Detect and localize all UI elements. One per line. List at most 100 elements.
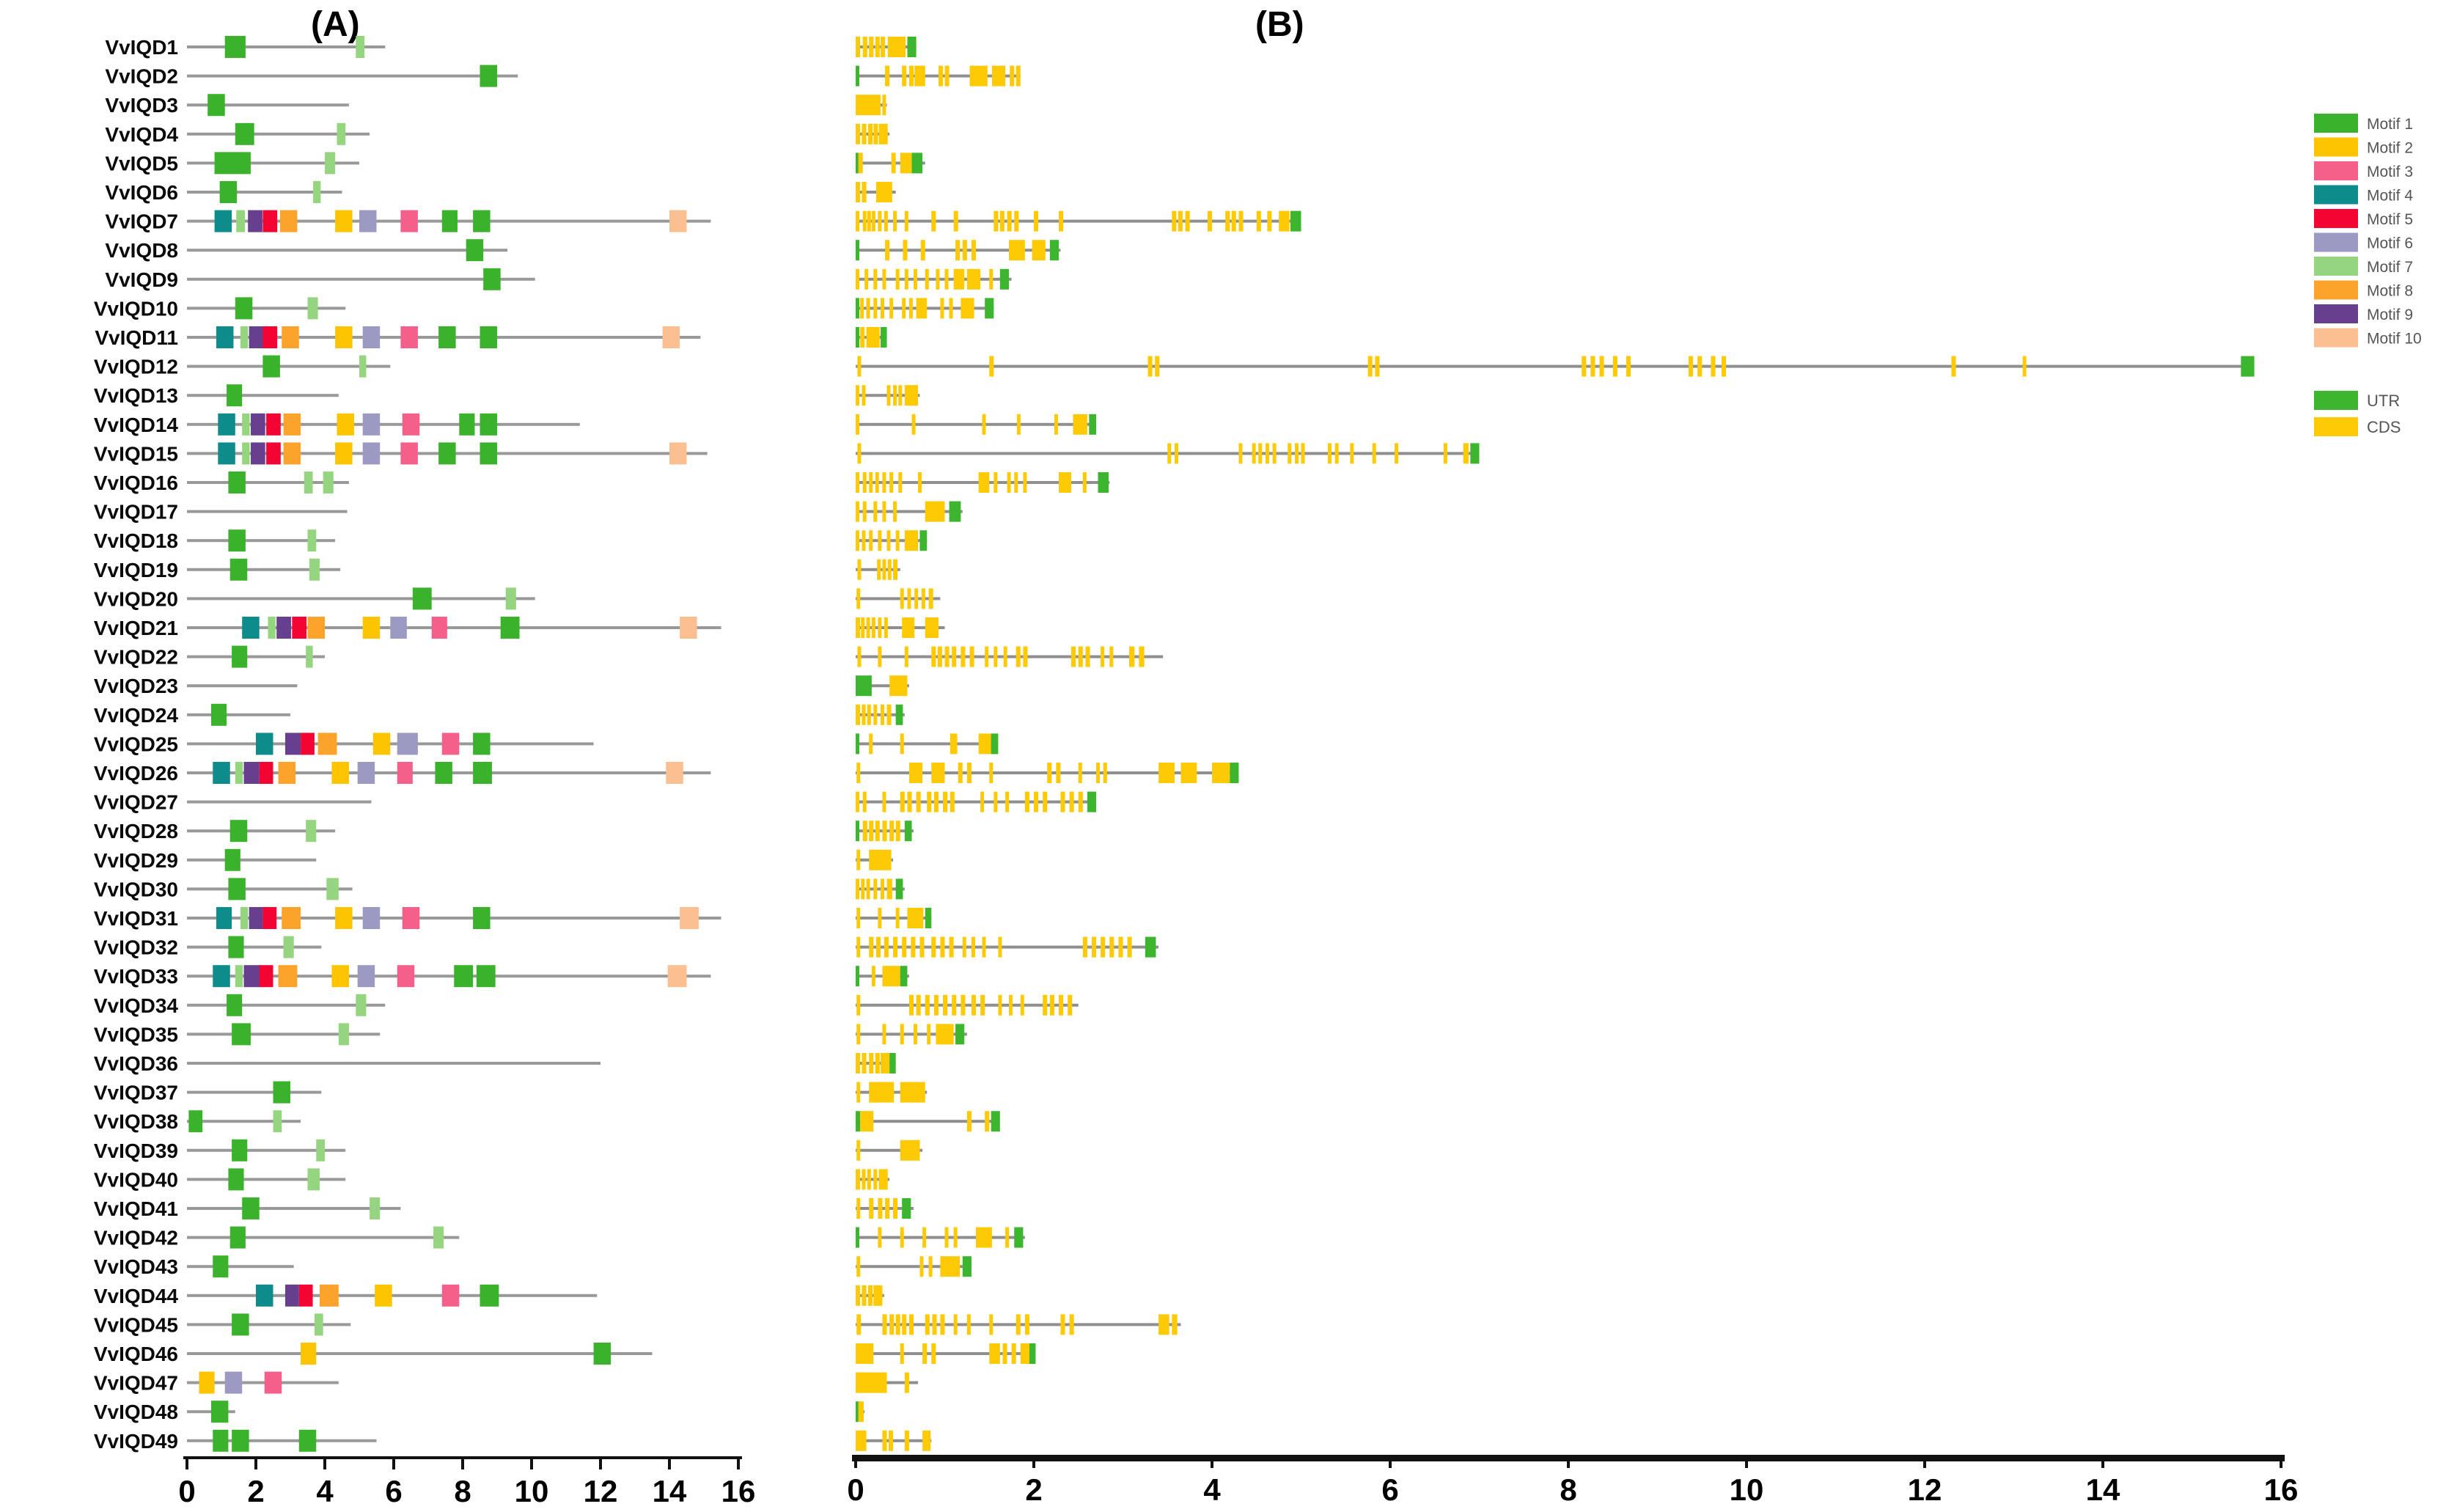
cds-exon-box [994,472,998,493]
motif-1-box [219,181,238,203]
axis-a-tick [668,1456,671,1469]
motif-1-box [435,762,452,784]
cds-exon-box [895,1314,900,1335]
cds-exon-box [856,1430,867,1451]
legend-motif-label: Motif 7 [2367,259,2413,276]
cds-exon-box [908,298,913,319]
cds-exon-box [908,65,914,87]
cds-exon-box [862,821,867,842]
row-label: VvIQD37 [94,1082,178,1104]
motif-4-box [218,413,235,436]
motif-7-box [268,617,276,639]
protein-backbone-line [187,307,346,310]
protein-backbone-line [187,829,336,833]
protein-backbone-line [187,1090,322,1094]
cds-exon-box [867,1169,871,1190]
cds-exon-box [1024,791,1029,812]
cds-exon-box [989,356,994,377]
motif-1-box [480,65,497,87]
motif-6-box [359,210,377,232]
protein-backbone-line [187,132,370,136]
axis-b-tick [1032,1455,1035,1468]
axis-b-tick-label: 14 [2086,1472,2120,1507]
cds-exon-box [856,704,861,725]
axis-a-tick [530,1456,533,1469]
cds-exon-box [904,210,908,232]
cds-exon-box [1078,791,1083,812]
cds-exon-box [873,298,878,319]
cds-exon-box [1071,646,1076,667]
motif-10-box [680,617,697,639]
row-label: VvIQD26 [94,762,178,785]
row-label: VvIQD2 [105,65,178,88]
cds-exon-box [982,414,986,435]
utr-exon-box [991,733,999,755]
row-label: VvIQD43 [94,1255,178,1278]
utr-exon-box [949,501,961,522]
utr-exon-box [856,675,872,697]
cds-exon-box [1016,1314,1021,1335]
legend-motif-label: Motif 2 [2367,140,2413,157]
cds-exon-box [900,791,905,812]
gene-intron-line [856,1207,914,1210]
cds-exon-box [902,298,906,319]
cds-exon-box [1016,65,1021,87]
cds-exon-box [1375,356,1380,377]
cds-exon-box [873,123,878,144]
cds-exon-box [961,646,966,667]
cds-exon-box [871,617,875,638]
utr-exon-box [900,966,908,987]
cds-exon-box [856,936,861,958]
axis-a-tick [254,1456,257,1469]
motif-9-box [249,326,264,348]
cds-exon-box [931,763,945,783]
gene-intron-line [856,161,925,165]
motif-7-box [323,471,334,493]
utr-exon-box [1049,240,1059,261]
motif-7-box [236,210,245,232]
row-label: VvIQD6 [105,181,178,204]
cds-exon-box [1172,210,1177,232]
cds-exon-box [907,908,924,928]
motif-6-box [362,326,381,348]
cds-exon-box [913,268,917,290]
cds-exon-box [949,936,954,958]
cds-exon-box [1010,65,1015,87]
cds-exon-box [927,791,932,812]
cds-exon-box [866,878,870,900]
cds-exon-box [953,210,958,232]
row-label: VvIQD12 [94,356,178,378]
cds-exon-box [889,472,894,493]
motif-5-box [292,617,307,639]
cds-exon-box [938,65,944,87]
motif-7-box [338,1023,349,1046]
cds-exon-box [1005,791,1010,812]
cds-exon-box [869,1198,874,1219]
motif-8-box [307,617,325,639]
motif-7-box [307,297,318,320]
cds-exon-box [943,994,948,1016]
cds-exon-box [936,268,940,290]
gene-intron-line [856,277,1012,281]
cds-exon-box [927,1024,931,1045]
motif-3-box [397,965,415,988]
row-label: VvIQD32 [94,936,178,959]
cds-exon-box [1463,443,1469,464]
cds-exon-box [856,37,861,57]
motif-10-box [666,762,683,784]
cds-exon-box [1060,1314,1065,1335]
motif-1-box [242,1197,260,1219]
cds-exon-box [891,153,896,174]
cds-exon-box [1068,994,1073,1016]
motif-1-box [227,384,243,407]
motif-8-box [319,1284,339,1307]
cds-exon-box [1109,646,1114,667]
cds-exon-box [966,268,981,290]
protein-backbone-line [187,626,721,629]
motif-7-box [242,442,250,465]
cds-exon-box [856,414,859,435]
row-label: VvIQD19 [94,559,178,581]
axis-a-tick-label: 2 [247,1474,264,1508]
motif-7-box [370,1197,381,1219]
cds-exon-box [982,936,986,958]
